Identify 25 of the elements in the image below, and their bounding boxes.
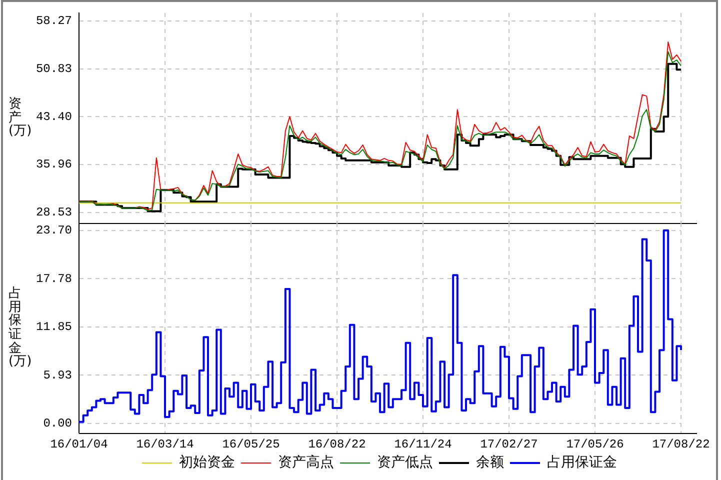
x-tick-label: 16/03/14 <box>136 437 194 452</box>
y-tick-label: 35.96 <box>36 158 72 172</box>
y-tick-label: 28.53 <box>36 205 72 220</box>
y-tick-label: 17.78 <box>36 272 72 286</box>
x-tick-label: 17/02/27 <box>480 437 538 452</box>
y-tick-label: 23.70 <box>36 224 72 238</box>
legend-label: 资产高点 <box>278 454 334 471</box>
y-axis-title: 资产(万) <box>8 96 32 139</box>
legend-label: 余额 <box>476 454 504 471</box>
y-tick-label: 58.27 <box>36 14 72 28</box>
y-tick-label: 5.93 <box>43 368 72 382</box>
x-tick-label: 16/08/22 <box>308 437 366 452</box>
x-tick-label: 16/11/24 <box>394 437 452 452</box>
x-tick-label: 16/01/04 <box>50 437 108 452</box>
y-tick-label: 50.83 <box>36 62 72 76</box>
x-tick-label: 16/05/25 <box>222 437 280 452</box>
y-tick-label: 43.40 <box>36 110 72 124</box>
legend-label: 资产低点 <box>377 454 433 471</box>
y-tick-label: 0.00 <box>43 416 72 431</box>
x-tick-label: 17/05/26 <box>566 437 624 452</box>
legend-label: 初始资金 <box>179 454 235 471</box>
y-axis-title: 占用保证金(万) <box>8 286 32 370</box>
legend-label: 占用保证金 <box>547 454 617 471</box>
y-tick-label: 11.85 <box>36 320 72 334</box>
x-tick-label: 17/08/22 <box>652 437 710 452</box>
